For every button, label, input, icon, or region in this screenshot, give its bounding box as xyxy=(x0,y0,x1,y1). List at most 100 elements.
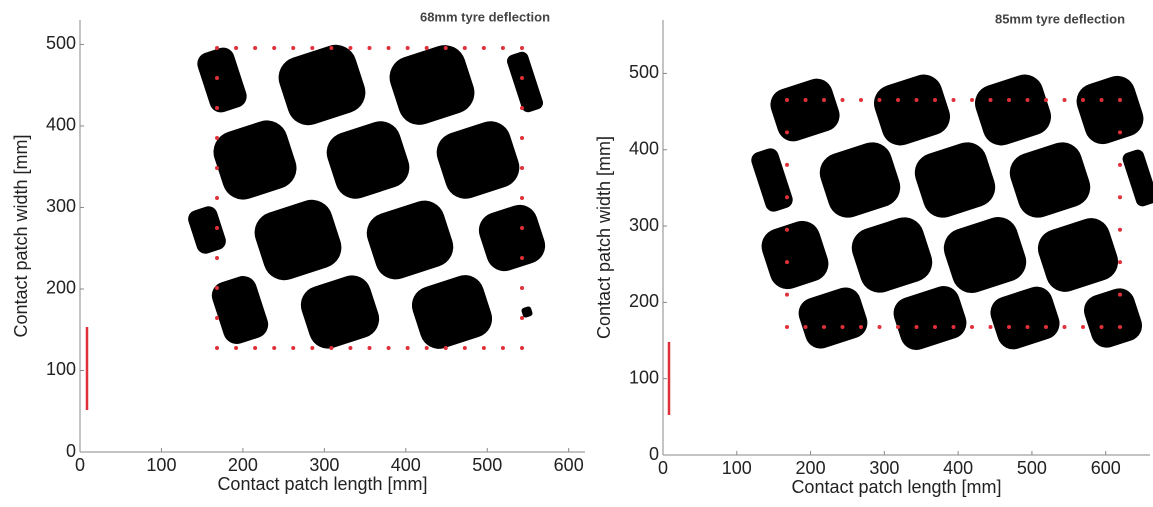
x-tick-label: 300 xyxy=(869,458,899,478)
tread-block xyxy=(208,115,302,205)
boundary-dot xyxy=(520,76,524,80)
boundary-dot xyxy=(444,346,448,350)
boundary-dot xyxy=(1026,325,1030,329)
boundary-dot xyxy=(215,136,219,140)
boundary-dot xyxy=(272,346,276,350)
tread-block xyxy=(249,194,347,285)
boundary-dot xyxy=(406,46,410,50)
boundary-dot xyxy=(841,98,845,102)
boundary-dot xyxy=(482,46,486,50)
boundary-dot xyxy=(501,346,505,350)
boundary-dot xyxy=(520,196,524,200)
boundary-dot xyxy=(822,98,826,102)
boundary-dot xyxy=(1118,98,1122,102)
boundary-dot xyxy=(215,286,219,290)
boundary-dot xyxy=(215,196,219,200)
tread-block xyxy=(321,116,414,204)
boundary-dot xyxy=(348,346,352,350)
tread-block xyxy=(986,282,1064,353)
boundary-dot xyxy=(1118,130,1122,134)
boundary-dot xyxy=(896,325,900,329)
boundary-dot xyxy=(329,46,333,50)
boundary-dot xyxy=(482,346,486,350)
boundary-dot xyxy=(368,346,372,350)
boundary-dot xyxy=(234,346,238,350)
figure: 01002003004005006000100200300400500Conta… xyxy=(0,0,1153,507)
tread-block xyxy=(910,137,1001,223)
tread-block xyxy=(296,270,384,353)
boundary-dot xyxy=(878,325,882,329)
boundary-dot xyxy=(1026,98,1030,102)
boundary-dot xyxy=(272,46,276,50)
boundary-dot xyxy=(1100,325,1104,329)
y-tick-label: 500 xyxy=(629,62,659,82)
x-tick-label: 500 xyxy=(472,455,502,475)
boundary-dot xyxy=(785,228,789,232)
tread-block xyxy=(889,282,970,354)
boundary-dot xyxy=(896,98,900,102)
tread-block xyxy=(939,212,1032,298)
tread-block xyxy=(766,74,844,145)
boundary-dot xyxy=(253,346,257,350)
boundary-dot xyxy=(989,98,993,102)
boundary-dot xyxy=(933,325,937,329)
boundary-dot xyxy=(1044,325,1048,329)
tread-block xyxy=(1080,284,1146,351)
tread-block xyxy=(194,45,249,116)
boundary-dot xyxy=(1100,98,1104,102)
boundary-dot xyxy=(501,46,505,50)
y-tick-label: 300 xyxy=(46,196,76,216)
y-tick-label: 400 xyxy=(629,138,659,158)
y-tick-label: 0 xyxy=(66,441,76,461)
boundary-dot xyxy=(878,98,882,102)
boundary-dot xyxy=(253,46,257,50)
tread-block xyxy=(361,195,458,284)
tread-block xyxy=(186,204,228,256)
boundary-dot xyxy=(933,98,937,102)
boundary-dot xyxy=(804,98,808,102)
boundary-dot xyxy=(970,98,974,102)
tread-block xyxy=(1033,213,1123,297)
tread-block xyxy=(869,70,955,151)
x-axis-label: Contact patch length [mm] xyxy=(791,477,1001,497)
y-tick-label: 100 xyxy=(629,367,659,387)
boundary-dot xyxy=(989,325,993,329)
boundary-dot xyxy=(463,46,467,50)
boundary-dot xyxy=(952,325,956,329)
boundary-dot xyxy=(804,325,808,329)
tread-block xyxy=(407,270,497,354)
x-tick-label: 300 xyxy=(309,455,339,475)
boundary-dot xyxy=(520,136,524,140)
boundary-dot xyxy=(520,226,524,230)
boundary-dot xyxy=(915,98,919,102)
chart-title: 68mm tyre deflection xyxy=(420,9,550,24)
x-tick-label: 0 xyxy=(658,458,668,478)
x-tick-label: 0 xyxy=(75,455,85,475)
boundary-dot xyxy=(348,46,352,50)
boundary-dot xyxy=(425,346,429,350)
boundary-dot xyxy=(1118,163,1122,167)
boundary-dot xyxy=(520,46,524,50)
tread-block xyxy=(505,50,544,114)
x-tick-label: 200 xyxy=(228,455,258,475)
x-tick-label: 500 xyxy=(1017,458,1047,478)
x-tick-label: 400 xyxy=(391,455,421,475)
boundary-dot xyxy=(310,46,314,50)
y-tick-label: 300 xyxy=(629,215,659,235)
boundary-dot xyxy=(785,195,789,199)
tread-block xyxy=(208,272,272,347)
boundary-dot xyxy=(841,325,845,329)
boundary-dot xyxy=(520,346,524,350)
boundary-dot xyxy=(215,46,219,50)
tread-block xyxy=(474,200,550,276)
tread-block xyxy=(847,212,938,298)
tread-block xyxy=(384,40,480,131)
boundary-dot xyxy=(785,130,789,134)
boundary-dot xyxy=(520,286,524,290)
tread-block xyxy=(970,70,1056,151)
boundary-dot xyxy=(785,293,789,297)
boundary-dot xyxy=(215,226,219,230)
boundary-dot xyxy=(425,46,429,50)
